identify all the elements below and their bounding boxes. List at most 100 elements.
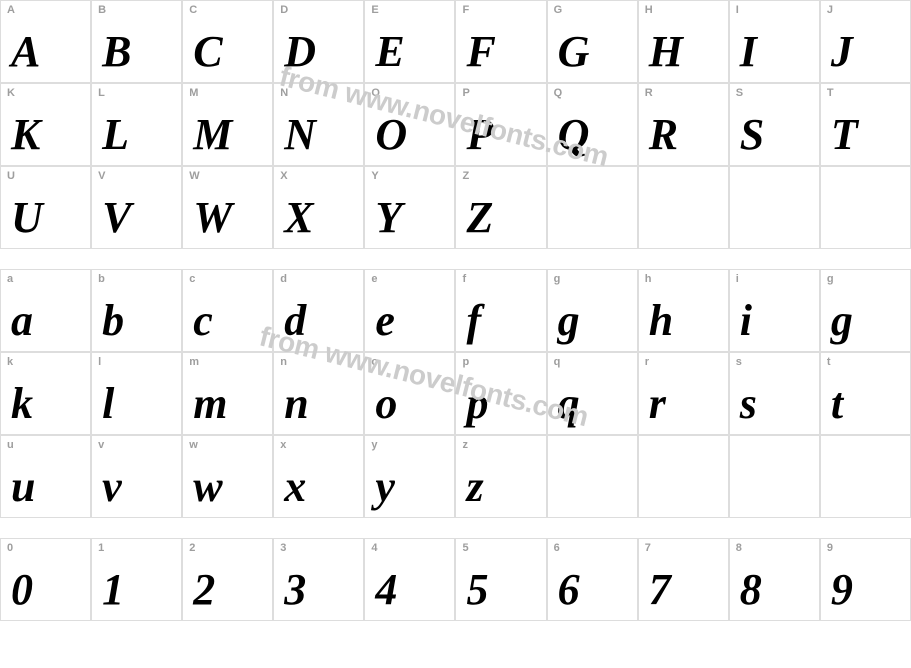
glyph-cell: BB <box>91 0 182 83</box>
cell-label: 7 <box>645 542 652 554</box>
glyph-character: 1 <box>92 568 181 612</box>
cell-label: Z <box>462 170 469 182</box>
glyph-character: i <box>730 299 819 343</box>
cell-label: n <box>280 356 287 368</box>
glyph-character: T <box>821 113 910 157</box>
glyph-grid: AABBCCDDEEFFGGHHIIJJKKLLMMNNOOPPQQRRSSTT… <box>0 0 911 621</box>
glyph-cell: TT <box>820 83 911 166</box>
glyph-cell: 55 <box>455 538 546 621</box>
glyph-cell: yy <box>364 435 455 518</box>
cell-label: G <box>554 4 563 16</box>
glyph-cell: pp <box>455 352 546 435</box>
glyph-cell <box>820 166 911 249</box>
glyph-character: B <box>92 30 181 74</box>
glyph-character: x <box>274 465 363 509</box>
glyph-character: E <box>365 30 454 74</box>
cell-label: S <box>736 87 744 99</box>
glyph-cell: KK <box>0 83 91 166</box>
glyph-cell: zz <box>455 435 546 518</box>
glyph-cell <box>547 166 638 249</box>
cell-label: r <box>645 356 650 368</box>
glyph-character: 2 <box>183 568 272 612</box>
glyph-cell: vv <box>91 435 182 518</box>
glyph-character: G <box>548 30 637 74</box>
glyph-character: C <box>183 30 272 74</box>
cell-label: t <box>827 356 831 368</box>
glyph-character: g <box>548 299 637 343</box>
glyph-character: Z <box>456 196 545 240</box>
glyph-cell: 11 <box>91 538 182 621</box>
glyph-cell: 77 <box>638 538 729 621</box>
glyph-cell: HH <box>638 0 729 83</box>
glyph-cell <box>547 435 638 518</box>
cell-label: 4 <box>371 542 378 554</box>
glyph-cell: 00 <box>0 538 91 621</box>
glyph-cell: DD <box>273 0 364 83</box>
cell-label: w <box>189 439 198 451</box>
glyph-character: g <box>821 299 910 343</box>
cell-label: l <box>98 356 102 368</box>
cell-label: 2 <box>189 542 196 554</box>
glyph-character: S <box>730 113 819 157</box>
cell-label: 5 <box>462 542 469 554</box>
cell-label: L <box>98 87 105 99</box>
glyph-cell: XX <box>273 166 364 249</box>
cell-label: U <box>7 170 15 182</box>
glyph-character: t <box>821 382 910 426</box>
glyph-cell: dd <box>273 269 364 352</box>
cell-label: M <box>189 87 199 99</box>
cell-label: g <box>554 273 561 285</box>
cell-label: X <box>280 170 288 182</box>
glyph-character: v <box>92 465 181 509</box>
cell-label: D <box>280 4 288 16</box>
cell-label: H <box>645 4 653 16</box>
cell-label: 0 <box>7 542 14 554</box>
cell-label: b <box>98 273 105 285</box>
glyph-cell: AA <box>0 0 91 83</box>
glyph-cell: kk <box>0 352 91 435</box>
glyph-character: b <box>92 299 181 343</box>
glyph-cell <box>638 166 729 249</box>
glyph-cell: LL <box>91 83 182 166</box>
glyph-character: M <box>183 113 272 157</box>
glyph-character: 6 <box>548 568 637 612</box>
cell-label: o <box>371 356 378 368</box>
glyph-character: 4 <box>365 568 454 612</box>
cell-label: I <box>736 4 740 16</box>
cell-label: A <box>7 4 15 16</box>
cell-label: W <box>189 170 200 182</box>
glyph-cell: rr <box>638 352 729 435</box>
glyph-character: O <box>365 113 454 157</box>
glyph-character: 9 <box>821 568 910 612</box>
glyph-cell: ll <box>91 352 182 435</box>
cell-label: x <box>280 439 287 451</box>
cell-label: a <box>7 273 14 285</box>
cell-label: i <box>736 273 740 285</box>
glyph-cell: 66 <box>547 538 638 621</box>
cell-label: N <box>280 87 288 99</box>
glyph-cell: VV <box>91 166 182 249</box>
cell-label: C <box>189 4 197 16</box>
glyph-cell: tt <box>820 352 911 435</box>
glyph-cell: NN <box>273 83 364 166</box>
glyph-cell: aa <box>0 269 91 352</box>
glyph-character: Q <box>548 113 637 157</box>
glyph-cell: ZZ <box>455 166 546 249</box>
glyph-character: 5 <box>456 568 545 612</box>
cell-label: J <box>827 4 834 16</box>
glyph-cell: uu <box>0 435 91 518</box>
glyph-character: y <box>365 465 454 509</box>
glyph-cell: YY <box>364 166 455 249</box>
glyph-cell <box>729 166 820 249</box>
cell-label: z <box>462 439 468 451</box>
glyph-character: N <box>274 113 363 157</box>
glyph-character: 7 <box>639 568 728 612</box>
cell-label: Y <box>371 170 379 182</box>
glyph-cell: xx <box>273 435 364 518</box>
glyph-character: H <box>639 30 728 74</box>
glyph-character: 3 <box>274 568 363 612</box>
cell-label: q <box>554 356 561 368</box>
glyph-character: w <box>183 465 272 509</box>
glyph-cell: 99 <box>820 538 911 621</box>
glyph-character: l <box>92 382 181 426</box>
